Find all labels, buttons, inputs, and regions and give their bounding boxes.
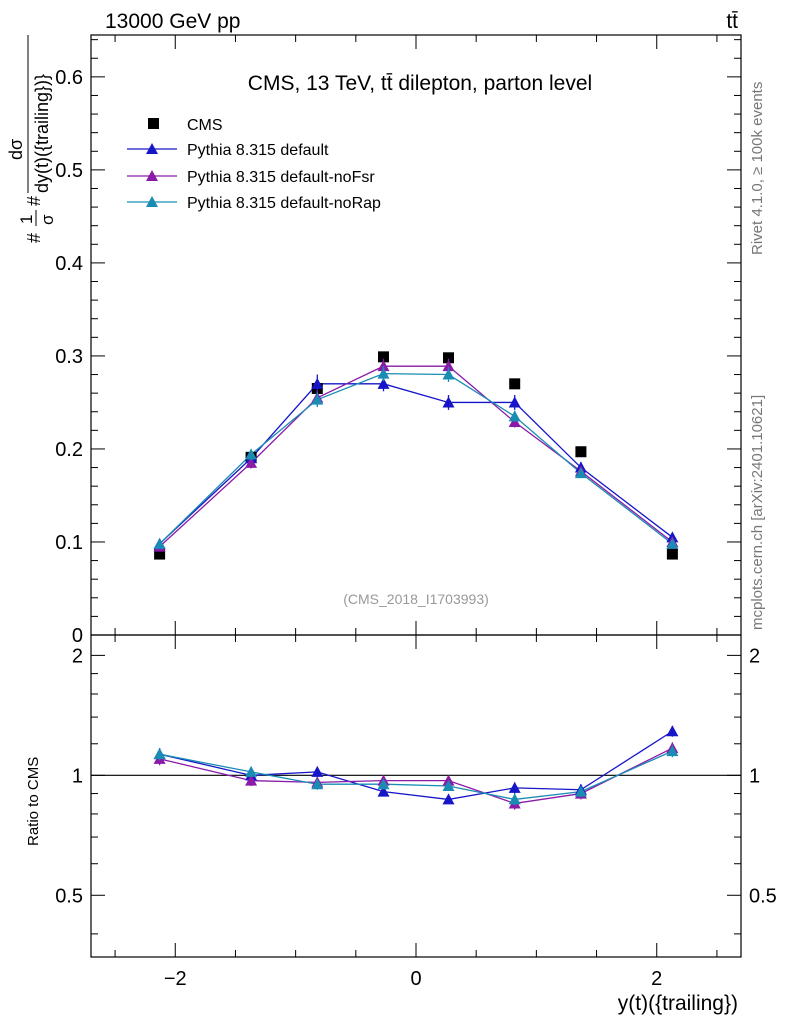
cms-data-point bbox=[666, 548, 678, 560]
legend-marker-cms bbox=[148, 118, 159, 129]
y-label-sigma: σ bbox=[38, 214, 57, 225]
main-series-lines bbox=[159, 365, 673, 548]
series-1-line bbox=[159, 383, 673, 545]
series-3-point bbox=[153, 537, 166, 549]
process-label: tt̄ bbox=[726, 10, 738, 33]
y-label-one: 1 bbox=[17, 215, 36, 224]
legend-marker-pythia-default bbox=[146, 143, 158, 154]
ratio-series-markers bbox=[153, 725, 679, 810]
legend-label-cms: CMS bbox=[187, 117, 223, 134]
series-3-point bbox=[377, 367, 390, 379]
x-tick-label: 2 bbox=[651, 968, 662, 990]
series-2-point bbox=[442, 360, 455, 372]
cms-data-point bbox=[575, 446, 587, 458]
y-label-dsigma: dσ bbox=[6, 139, 26, 160]
chart-title: CMS, 13 TeV, tt̄ dilepton, parton level bbox=[248, 72, 592, 95]
series-1-point bbox=[508, 396, 521, 408]
legend-entry-pythia-default: Pythia 8.315 default bbox=[127, 142, 329, 159]
main-y-axis-label: # 1 σ # dσ dy(t)({trailing})} bbox=[6, 35, 57, 243]
ratio-y-axis-label: Ratio to CMS bbox=[25, 757, 42, 846]
legend-label-pythia-default: Pythia 8.315 default bbox=[187, 142, 329, 159]
series-3-ratio-point bbox=[311, 778, 324, 790]
legend-label-pythia-norap: Pythia 8.315 default-noRap bbox=[187, 195, 381, 212]
cms-data-point bbox=[378, 351, 389, 363]
rivet-version-label: Rivet 4.1.0, ≥ 100k events bbox=[749, 82, 766, 255]
ratio-panel: 0.5 0.5 1 1 2 2 −2 0 2 Ratio to CMS y(t)({trail… bbox=[25, 634, 777, 1015]
y-tick-label: 0.1 bbox=[55, 532, 83, 554]
y-label-denominator: dy(t)({trailing})} bbox=[32, 74, 52, 193]
series-1-ratio-point bbox=[508, 781, 521, 793]
series-1-ratio-line bbox=[159, 730, 673, 801]
series-3-ratio-point bbox=[574, 785, 587, 797]
cms-data-point bbox=[443, 352, 454, 364]
y-tick-label: 0.6 bbox=[55, 67, 83, 89]
series-3-ratio-point bbox=[377, 778, 390, 790]
ratio-y-axis: 0.5 0.5 1 1 2 2 bbox=[55, 645, 777, 935]
series-1-point bbox=[442, 396, 455, 408]
main-panel: 0 0.1 0.2 0.3 0.4 0.5 0.6 CMS, 13 TeV, tt̄ dil… bbox=[6, 34, 742, 647]
legend-entry-pythia-nofsr: Pythia 8.315 default-noFsr bbox=[127, 169, 375, 186]
series-1-ratio-point bbox=[666, 725, 679, 737]
legend-label-pythia-nofsr: Pythia 8.315 default-noFsr bbox=[187, 169, 375, 186]
series-3-ratio-point bbox=[153, 748, 166, 760]
series-2-ratio-line bbox=[159, 747, 673, 805]
main-y-axis: 0 0.1 0.2 0.3 0.4 0.5 0.6 bbox=[55, 39, 741, 647]
series-1-point bbox=[377, 377, 390, 389]
series-1-ratio-point bbox=[442, 793, 455, 805]
y-label-hash-1: # bbox=[24, 233, 44, 243]
ratio-tick-label: 2 bbox=[72, 645, 83, 667]
series-3-ratio-point bbox=[666, 745, 679, 757]
series-3-ratio-point bbox=[508, 793, 521, 805]
y-tick-label: 0.5 bbox=[55, 160, 83, 182]
series-2-point bbox=[245, 456, 258, 468]
series-3-ratio-line bbox=[159, 750, 673, 801]
mcplots-label: mcplots.cern.ch [arXiv:2401.10621] bbox=[749, 395, 766, 630]
y-tick-label: 0.4 bbox=[55, 253, 83, 275]
analysis-watermark: (CMS_2018_I1703993) bbox=[343, 591, 489, 607]
ratio-series-lines bbox=[159, 730, 673, 805]
y-tick-label: 0 bbox=[72, 625, 83, 647]
ratio-tick-label: 0.5 bbox=[55, 885, 83, 907]
series-3-point bbox=[574, 467, 587, 479]
x-tick-label: 0 bbox=[410, 968, 421, 990]
series-3-line bbox=[159, 372, 673, 545]
legend-marker-pythia-norap bbox=[146, 196, 158, 207]
x-tick-label: −2 bbox=[164, 968, 187, 990]
legend-entry-cms: CMS bbox=[148, 117, 223, 134]
series-3-point bbox=[245, 448, 258, 460]
series-1-point bbox=[311, 377, 324, 389]
energy-label: 13000 GeV pp bbox=[105, 10, 240, 33]
cms-data-point bbox=[509, 378, 521, 390]
series-3-point bbox=[666, 537, 679, 549]
series-2-point bbox=[377, 360, 390, 372]
legend-entry-pythia-norap: Pythia 8.315 default-noRap bbox=[127, 195, 381, 212]
y-tick-label: 0.2 bbox=[55, 439, 83, 461]
legend-marker-pythia-nofsr bbox=[146, 170, 158, 181]
ratio-tick-label-right: 2 bbox=[749, 645, 760, 667]
series-3-ratio-point bbox=[245, 765, 258, 777]
y-tick-label: 0.3 bbox=[55, 346, 83, 368]
cms-data-point bbox=[154, 548, 166, 560]
series-2-ratio-point bbox=[245, 774, 258, 786]
ratio-x-axis: −2 0 2 bbox=[114, 635, 718, 990]
ratio-tick-label: 1 bbox=[72, 765, 83, 787]
ratio-tick-label-right: 0.5 bbox=[749, 885, 777, 907]
main-x-ticks bbox=[114, 35, 718, 635]
y-label-hash-2: # bbox=[24, 196, 44, 206]
ratio-tick-label-right: 1 bbox=[749, 765, 760, 787]
series-3-point bbox=[442, 368, 455, 380]
x-axis-label: y(t)({trailing}) bbox=[618, 992, 738, 1015]
main-series-markers bbox=[153, 351, 679, 560]
series-1-ratio-point bbox=[311, 765, 324, 777]
series-3-point bbox=[508, 410, 521, 422]
legend: CMS Pythia 8.315 default Pythia 8.315 de… bbox=[127, 117, 381, 212]
series-3-point bbox=[311, 393, 324, 405]
series-3-ratio-point bbox=[442, 780, 455, 792]
series-1-ratio-point bbox=[377, 785, 390, 797]
